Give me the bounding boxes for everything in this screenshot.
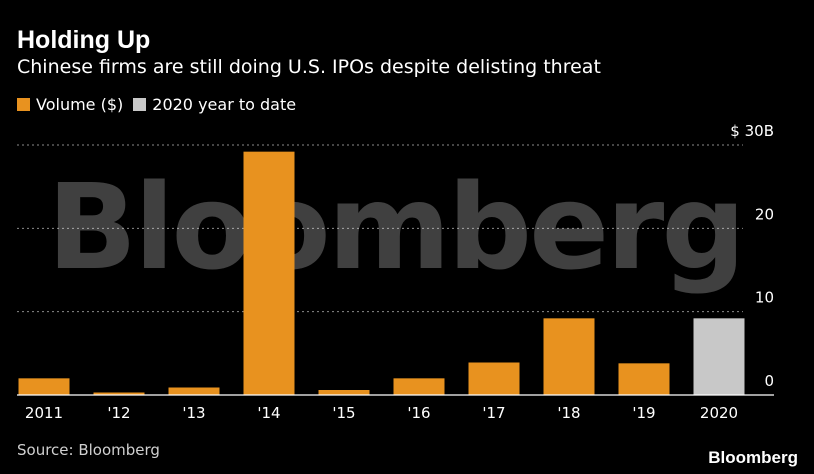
x-tick-label: 2011 — [25, 404, 63, 422]
y-tick-label: 0 — [764, 372, 774, 390]
bar-1 — [93, 392, 145, 395]
brand-logo: Bloomberg — [708, 448, 798, 467]
legend-swatch-ytd — [133, 98, 147, 111]
watermark: Bloomberg — [47, 158, 743, 296]
legend-label-ytd: 2020 year to date — [152, 95, 297, 114]
x-tick-label: 2020 — [700, 404, 738, 422]
x-tick-label: '12 — [107, 404, 130, 422]
legend-label-volume: Volume ($) — [36, 95, 124, 114]
x-tick-label: '15 — [332, 404, 355, 422]
bar-5 — [393, 378, 445, 395]
bar-8 — [618, 363, 670, 395]
legend: Volume ($) 2020 year to date — [17, 95, 296, 114]
bar-6 — [468, 362, 520, 395]
bar-0 — [18, 378, 70, 395]
x-tick-label: '17 — [482, 404, 505, 422]
x-tick-label: '19 — [632, 404, 655, 422]
bar-3 — [243, 151, 295, 395]
bar-2 — [168, 387, 220, 395]
y-tick-label: $ 30B — [730, 122, 774, 140]
y-tick-label: 10 — [755, 289, 774, 307]
bar-4 — [318, 390, 370, 395]
bar-9 — [693, 318, 745, 395]
y-tick-label: 20 — [755, 205, 774, 223]
x-tick-label: '18 — [557, 404, 580, 422]
chart-subtitle: Chinese firms are still doing U.S. IPOs … — [17, 56, 601, 78]
x-tick-label: '16 — [407, 404, 430, 422]
chart-title: Holding Up — [17, 26, 151, 54]
legend-item-volume: Volume ($) — [17, 95, 123, 114]
x-tick-label: '13 — [182, 404, 205, 422]
legend-item-ytd: 2020 year to date — [133, 95, 296, 114]
legend-swatch-volume — [17, 98, 30, 111]
x-tick-label: '14 — [257, 404, 280, 422]
bar-7 — [543, 318, 595, 395]
source-note: Source: Bloomberg — [17, 441, 160, 459]
